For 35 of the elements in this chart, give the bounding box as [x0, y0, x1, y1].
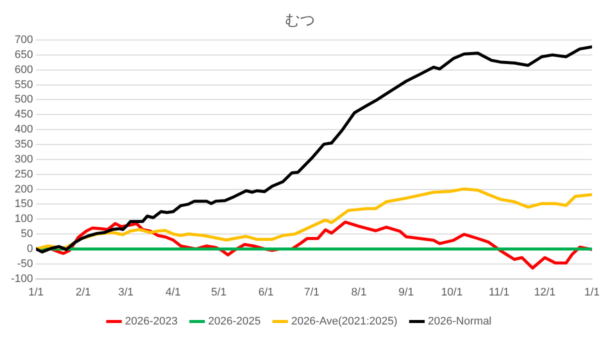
y-tick-label: 300 — [14, 153, 34, 166]
x-tick-label: 1/1 — [584, 286, 600, 298]
legend-label: 2026-Ave(2021:2025) — [291, 316, 398, 328]
y-tick-label: 400 — [14, 124, 34, 136]
x-tick-label: 12/1 — [534, 286, 556, 298]
y-tick-label: 450 — [14, 108, 34, 121]
y-tick-label: 150 — [14, 198, 34, 210]
y-tick-label: 0 — [26, 242, 34, 255]
y-tick-label: 350 — [14, 138, 34, 151]
x-tick-label: 11/1 — [488, 286, 510, 298]
legend-label: 2026-2023 — [124, 316, 178, 328]
y-tick-label: 650 — [14, 48, 34, 61]
x-tick-label: 9/1 — [398, 286, 414, 298]
x-tick-label: 4/1 — [165, 286, 181, 298]
x-tick-label: 3/1 — [118, 286, 134, 298]
x-tick-label: 8/1 — [351, 286, 367, 298]
y-tick-label: -50 — [17, 258, 34, 270]
legend-label: 2026-2025 — [208, 316, 261, 328]
x-tick-label: 10/1 — [441, 286, 463, 298]
y-tick-label: 500 — [14, 94, 34, 106]
y-tick-label: 600 — [14, 64, 34, 76]
x-tick-label: 5/1 — [211, 286, 226, 298]
x-tick-label: 2/1 — [76, 286, 91, 298]
y-tick-label: 50 — [20, 228, 34, 240]
legend-label: 2026-Normal — [428, 316, 492, 328]
y-tick-label: 700 — [14, 34, 34, 46]
x-tick-label: 7/1 — [304, 286, 320, 298]
x-tick-label: 1/1 — [28, 286, 44, 298]
chart-title: むつ — [285, 12, 315, 30]
y-tick-label: -100 — [10, 272, 34, 285]
y-tick-label: 200 — [14, 183, 34, 196]
y-tick-label: 550 — [14, 78, 34, 91]
y-tick-label: 250 — [14, 168, 34, 180]
y-tick-label: 100 — [14, 213, 34, 226]
x-tick-label: 6/1 — [258, 286, 274, 298]
